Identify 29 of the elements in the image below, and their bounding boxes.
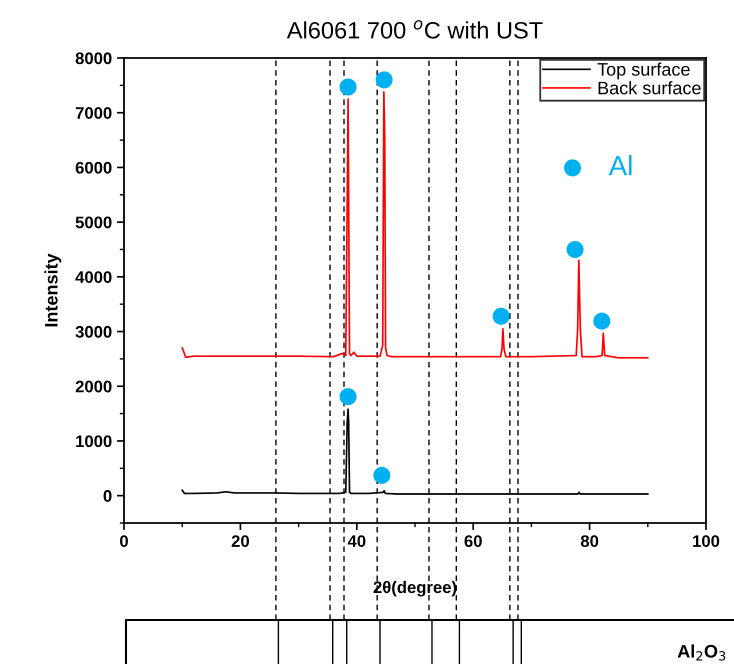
x-tick-label: 40 <box>348 535 366 548</box>
text: Al$_{2}$O$_{3}$ <box>678 644 726 661</box>
point <box>492 308 510 325</box>
y-tick-label: 6000 <box>76 162 112 174</box>
y-tick-label: 2000 <box>76 380 112 392</box>
x-axis-title: 2θ(degree) <box>374 580 456 597</box>
x-tick-label: 0 <box>120 535 128 548</box>
y-tick-label: 4000 <box>75 271 112 284</box>
chart-title: Al6061 700 $^{o}$C with UST <box>286 20 543 39</box>
y-tick-label: 3000 <box>76 326 112 338</box>
point <box>340 78 357 96</box>
point <box>566 240 584 258</box>
x-tick-label: 80 <box>580 535 598 548</box>
point <box>373 466 390 484</box>
y-axis-title: Intensity <box>44 253 62 326</box>
legend-label: Al <box>608 155 632 176</box>
y-tick-label: 7000 <box>76 107 112 119</box>
y-tick-label: 0 <box>104 490 112 502</box>
y-tick-label: 8000 <box>76 52 112 64</box>
point <box>376 71 393 88</box>
point <box>340 388 357 406</box>
y-tick-label: 5000 <box>76 216 112 228</box>
x-tick-label: 60 <box>464 535 482 548</box>
x-tick-label: 20 <box>232 535 249 548</box>
x-tick-label: 100 <box>693 535 720 548</box>
y-tick-label: 1000 <box>76 435 112 448</box>
legend-label: Top surface <box>598 62 690 80</box>
point <box>593 312 610 330</box>
legend-label: Back surface <box>598 81 701 94</box>
